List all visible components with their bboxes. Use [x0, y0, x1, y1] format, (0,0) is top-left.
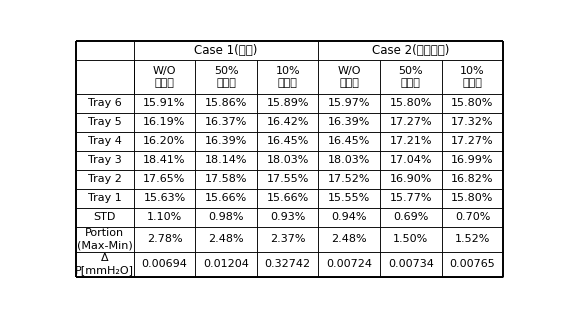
Text: 17.27%: 17.27% — [389, 117, 432, 127]
Text: 16.37%: 16.37% — [205, 117, 247, 127]
Text: 2.48%: 2.48% — [332, 234, 367, 244]
Text: 17.65%: 17.65% — [144, 174, 186, 184]
Text: 15.77%: 15.77% — [390, 193, 432, 203]
Text: 10%
타공율: 10% 타공율 — [460, 66, 485, 88]
Text: 16.99%: 16.99% — [451, 155, 494, 165]
Text: 18.03%: 18.03% — [328, 155, 371, 165]
Text: 0.94%: 0.94% — [332, 212, 367, 222]
Text: Tray 1: Tray 1 — [88, 193, 121, 203]
Text: 0.69%: 0.69% — [393, 212, 428, 222]
Text: 10%
타공율: 10% 타공율 — [275, 66, 300, 88]
Text: 16.82%: 16.82% — [451, 174, 494, 184]
Text: 0.98%: 0.98% — [208, 212, 244, 222]
Text: 2.48%: 2.48% — [208, 234, 244, 244]
Text: 1.50%: 1.50% — [393, 234, 428, 244]
Text: 15.97%: 15.97% — [328, 98, 371, 108]
Text: 0.93%: 0.93% — [270, 212, 305, 222]
Text: STD: STD — [94, 212, 116, 222]
Text: 0.00734: 0.00734 — [388, 259, 434, 269]
Text: 2.78%: 2.78% — [147, 234, 182, 244]
Text: 0.00724: 0.00724 — [326, 259, 372, 269]
Text: 15.80%: 15.80% — [390, 98, 432, 108]
Text: 15.89%: 15.89% — [267, 98, 309, 108]
Text: 0.00694: 0.00694 — [142, 259, 188, 269]
Text: 50%
타공율: 50% 타공율 — [398, 66, 423, 88]
Text: 17.32%: 17.32% — [451, 117, 494, 127]
Text: 15.66%: 15.66% — [267, 193, 309, 203]
Text: 0.32742: 0.32742 — [264, 259, 311, 269]
Text: 15.66%: 15.66% — [205, 193, 247, 203]
Text: 15.86%: 15.86% — [205, 98, 247, 108]
Text: Case 2(경사덕트): Case 2(경사덕트) — [372, 44, 450, 57]
Text: 15.63%: 15.63% — [144, 193, 185, 203]
Text: Case 1(직관): Case 1(직관) — [194, 44, 258, 57]
Text: 15.80%: 15.80% — [451, 193, 494, 203]
Text: 17.27%: 17.27% — [451, 136, 494, 146]
Text: 17.55%: 17.55% — [267, 174, 309, 184]
Text: Tray 4: Tray 4 — [88, 136, 121, 146]
Text: 17.58%: 17.58% — [205, 174, 247, 184]
Text: Tray 2: Tray 2 — [88, 174, 121, 184]
Text: 0.70%: 0.70% — [455, 212, 490, 222]
Text: 50%
타공율: 50% 타공율 — [214, 66, 238, 88]
Text: 18.03%: 18.03% — [267, 155, 309, 165]
Text: 2.37%: 2.37% — [270, 234, 306, 244]
Text: 16.19%: 16.19% — [144, 117, 186, 127]
Text: Δ
P[mmH₂O]: Δ P[mmH₂O] — [75, 253, 134, 275]
Text: 1.10%: 1.10% — [147, 212, 182, 222]
Text: Tray 3: Tray 3 — [88, 155, 121, 165]
Text: 16.90%: 16.90% — [390, 174, 432, 184]
Text: 1.52%: 1.52% — [455, 234, 490, 244]
Text: Portion
(Max-Min): Portion (Max-Min) — [77, 228, 133, 250]
Text: 16.39%: 16.39% — [328, 117, 371, 127]
Text: 18.41%: 18.41% — [143, 155, 186, 165]
Text: Tray 6: Tray 6 — [88, 98, 121, 108]
Text: 18.14%: 18.14% — [205, 155, 247, 165]
Text: 16.42%: 16.42% — [267, 117, 309, 127]
Text: 16.20%: 16.20% — [144, 136, 186, 146]
Text: 17.04%: 17.04% — [390, 155, 432, 165]
Text: 0.01204: 0.01204 — [203, 259, 249, 269]
Text: W/O
타공판: W/O 타공판 — [153, 66, 176, 88]
Text: 16.39%: 16.39% — [205, 136, 247, 146]
Text: 15.55%: 15.55% — [328, 193, 371, 203]
Text: 15.80%: 15.80% — [451, 98, 494, 108]
Text: 15.91%: 15.91% — [144, 98, 186, 108]
Text: 16.45%: 16.45% — [267, 136, 309, 146]
Text: Tray 5: Tray 5 — [88, 117, 121, 127]
Text: 17.21%: 17.21% — [390, 136, 432, 146]
Text: W/O
타공판: W/O 타공판 — [337, 66, 361, 88]
Text: 0.00765: 0.00765 — [450, 259, 496, 269]
Text: 16.45%: 16.45% — [328, 136, 371, 146]
Text: 17.52%: 17.52% — [328, 174, 371, 184]
